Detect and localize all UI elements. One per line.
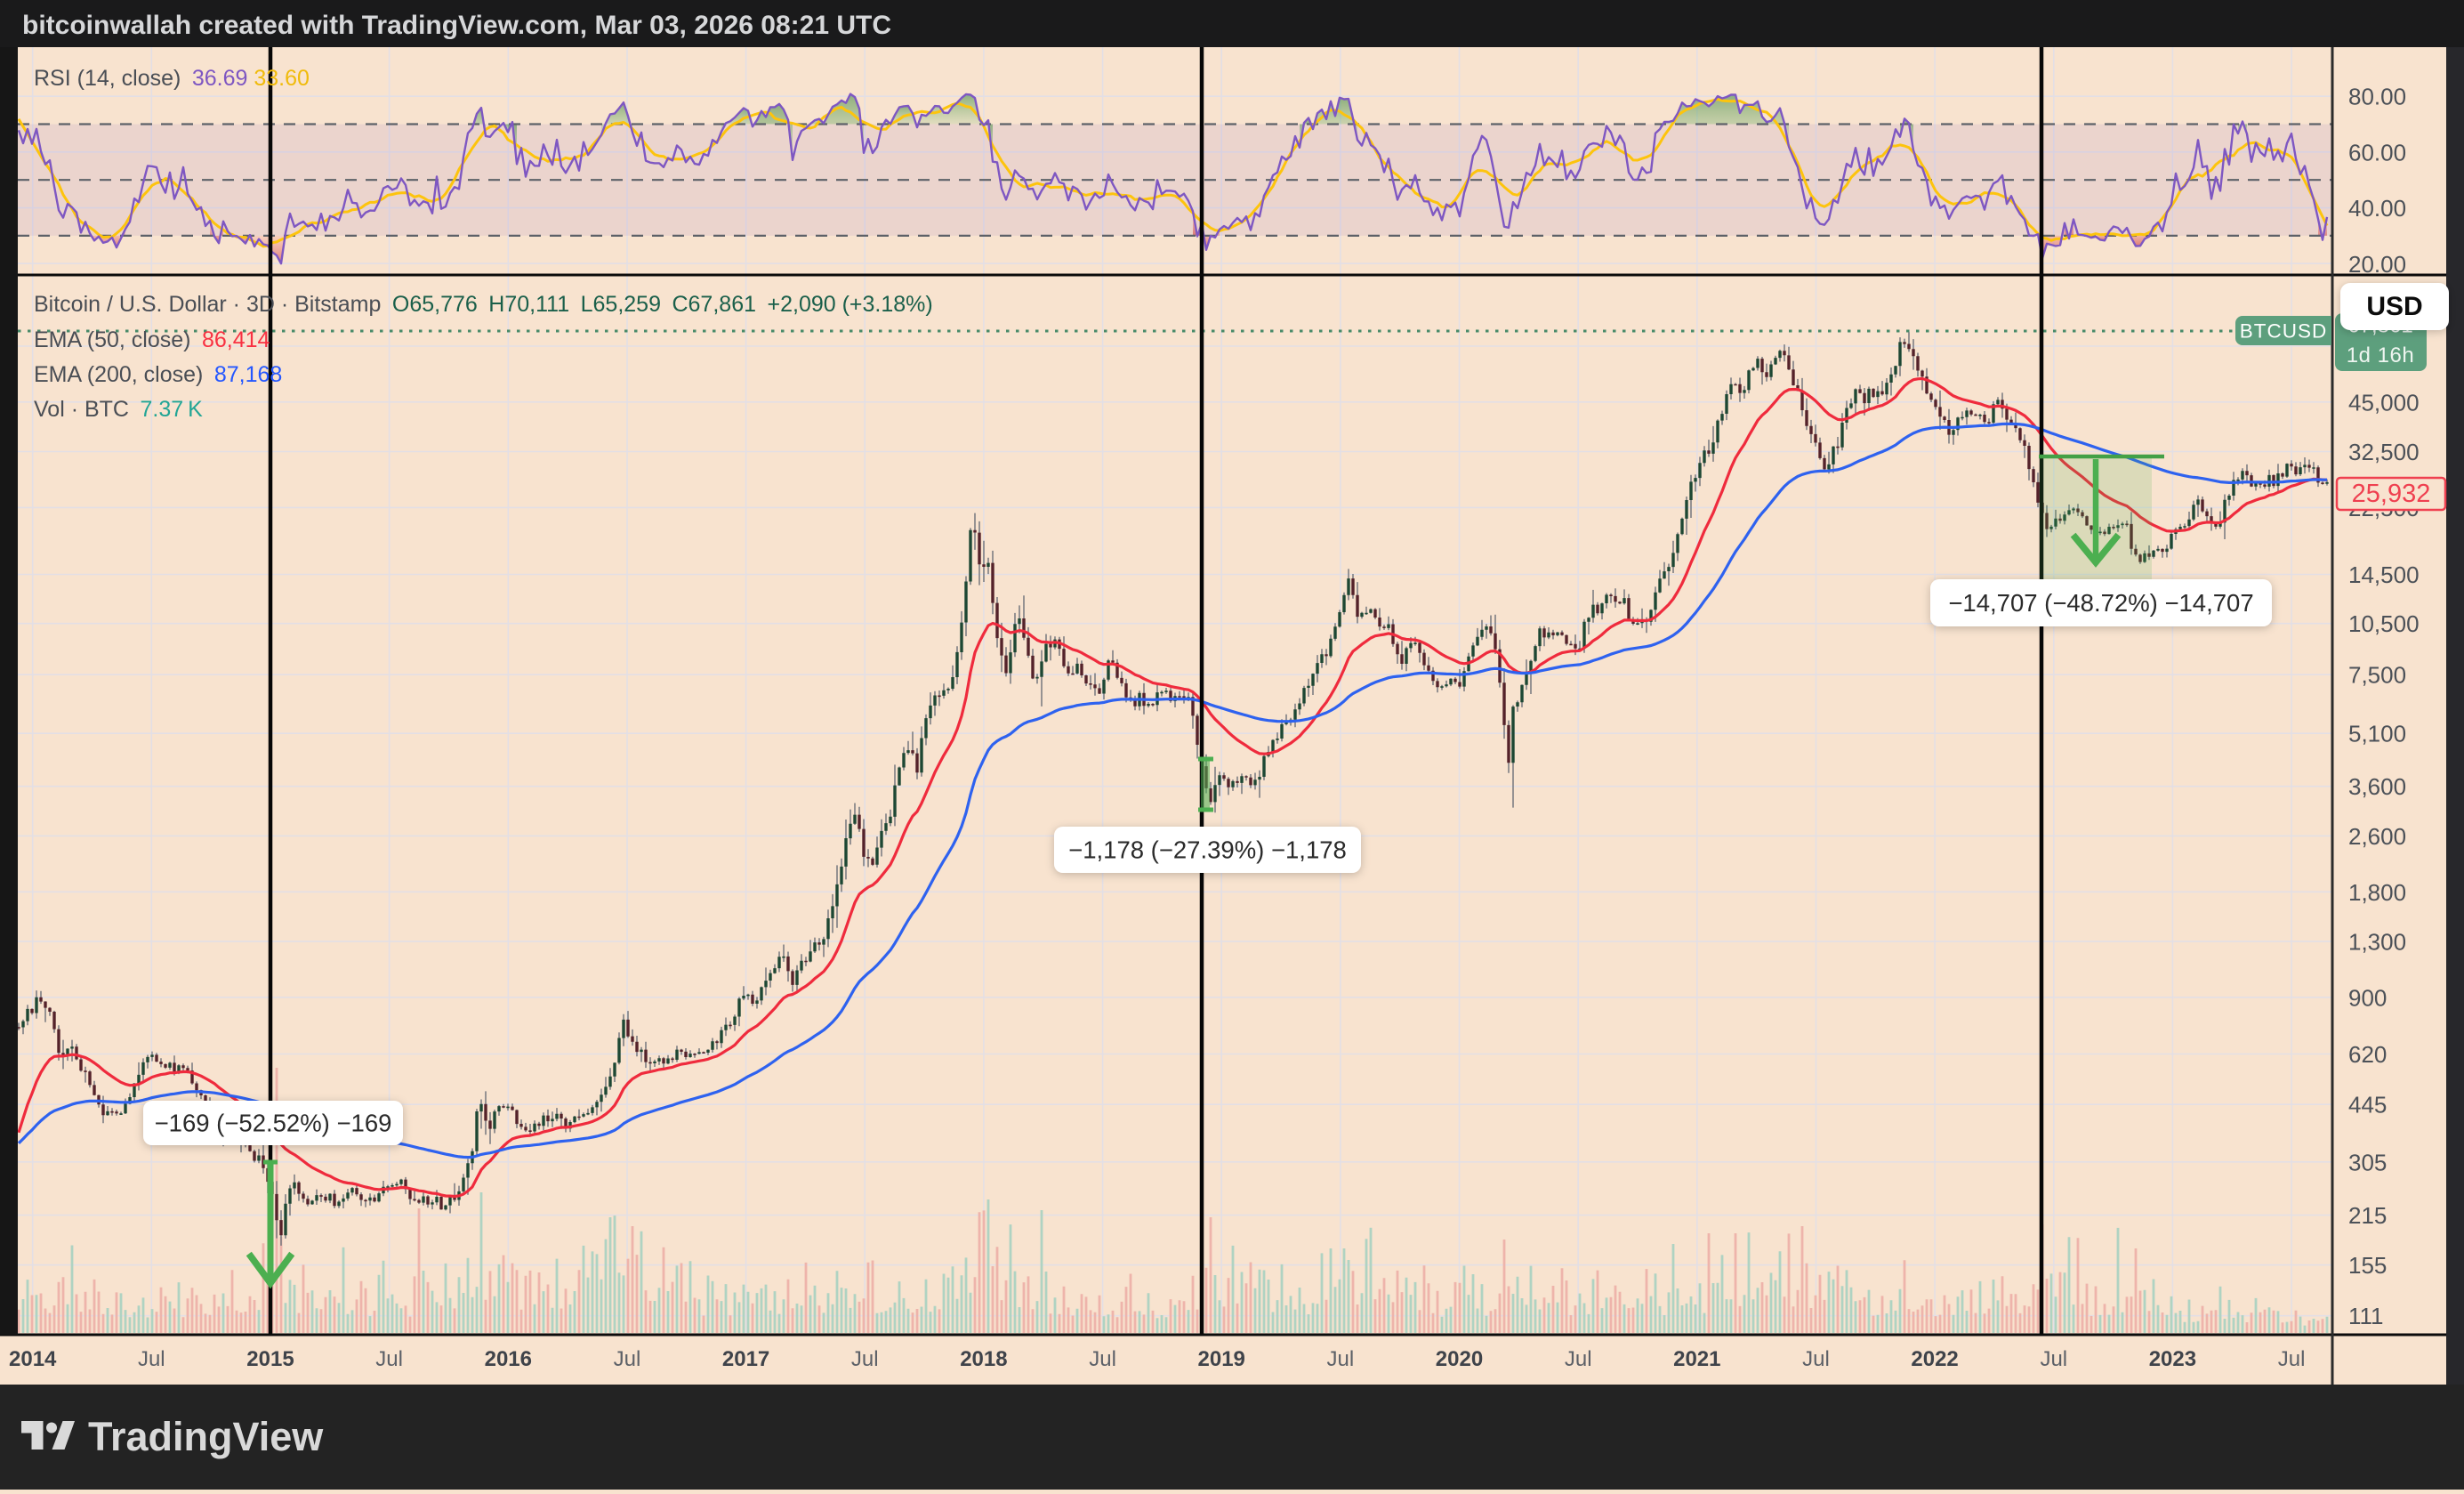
svg-text:−14,707 (−48.72%) −14,707: −14,707 (−48.72%) −14,707 [1948,589,2253,617]
svg-text:RSI (14, close) 36.69 33.60: RSI (14, close) 36.69 33.60 [34,66,310,91]
svg-text:Bitcoin / U.S. Dollar · 3D · B: Bitcoin / U.S. Dollar · 3D · Bitstamp O6… [34,292,933,317]
svg-text:Jul: Jul [138,1347,165,1371]
svg-text:Jul: Jul [2040,1347,2067,1371]
svg-text:5,100: 5,100 [2348,721,2406,747]
svg-text:445: 445 [2348,1092,2387,1118]
svg-text:1d 16h: 1d 16h [2347,343,2414,367]
svg-text:Jul: Jul [375,1347,403,1371]
svg-text:155: 155 [2348,1252,2387,1279]
svg-text:3,600: 3,600 [2348,773,2406,800]
svg-text:80.00: 80.00 [2348,84,2406,110]
svg-text:2015: 2015 [246,1347,294,1371]
svg-text:−1,178 (−27.39%) −1,178: −1,178 (−27.39%) −1,178 [1068,836,1347,864]
svg-text:2018: 2018 [960,1347,1007,1371]
svg-text:BTCUSD: BTCUSD [2240,320,2328,343]
svg-text:32,500: 32,500 [2348,439,2420,465]
svg-text:Jul: Jul [1565,1347,1592,1371]
svg-text:Jul: Jul [1089,1347,1116,1371]
svg-text:900: 900 [2348,984,2387,1011]
svg-text:111: 111 [2348,1303,2384,1329]
svg-text:2016: 2016 [485,1347,532,1371]
svg-text:2020: 2020 [1436,1347,1483,1371]
svg-text:1,800: 1,800 [2348,879,2406,906]
svg-text:bitcoinwallah created with Tra: bitcoinwallah created with TradingView.c… [22,11,891,40]
svg-text:60.00: 60.00 [2348,139,2406,166]
svg-text:TradingView: TradingView [88,1414,324,1459]
svg-text:2023: 2023 [2149,1347,2196,1371]
svg-text:20.00: 20.00 [2348,251,2406,278]
svg-text:2021: 2021 [1673,1347,1720,1371]
svg-text:45,000: 45,000 [2348,389,2420,416]
svg-text:40.00: 40.00 [2348,195,2406,222]
svg-text:Jul: Jul [1802,1347,1830,1371]
svg-text:215: 215 [2348,1202,2387,1229]
svg-text:−169 (−52.52%) −169: −169 (−52.52%) −169 [155,1110,392,1137]
svg-text:1,300: 1,300 [2348,928,2406,955]
svg-text:25,932: 25,932 [2352,480,2431,508]
svg-text:14,500: 14,500 [2348,561,2420,588]
svg-text:Jul: Jul [614,1347,641,1371]
svg-text:10,500: 10,500 [2348,610,2420,637]
svg-text:620: 620 [2348,1041,2387,1068]
svg-text:7,500: 7,500 [2348,662,2406,689]
svg-text:EMA (200, close) 87,168: EMA (200, close) 87,168 [34,362,282,387]
svg-text:USD: USD [2366,292,2422,321]
svg-text:2017: 2017 [722,1347,769,1371]
svg-text:2019: 2019 [1198,1347,1245,1371]
svg-text:EMA (50, close) 86,414: EMA (50, close) 86,414 [34,327,270,352]
svg-text:305: 305 [2348,1149,2387,1175]
svg-text:Jul: Jul [851,1347,879,1371]
svg-text:2014: 2014 [9,1347,57,1371]
svg-text:Jul: Jul [2278,1347,2306,1371]
svg-text:Vol · BTC 7.37 K: Vol · BTC 7.37 K [34,397,203,422]
svg-text:Jul: Jul [1327,1347,1355,1371]
svg-text:2,600: 2,600 [2348,823,2406,850]
svg-text:2022: 2022 [1911,1347,1958,1371]
